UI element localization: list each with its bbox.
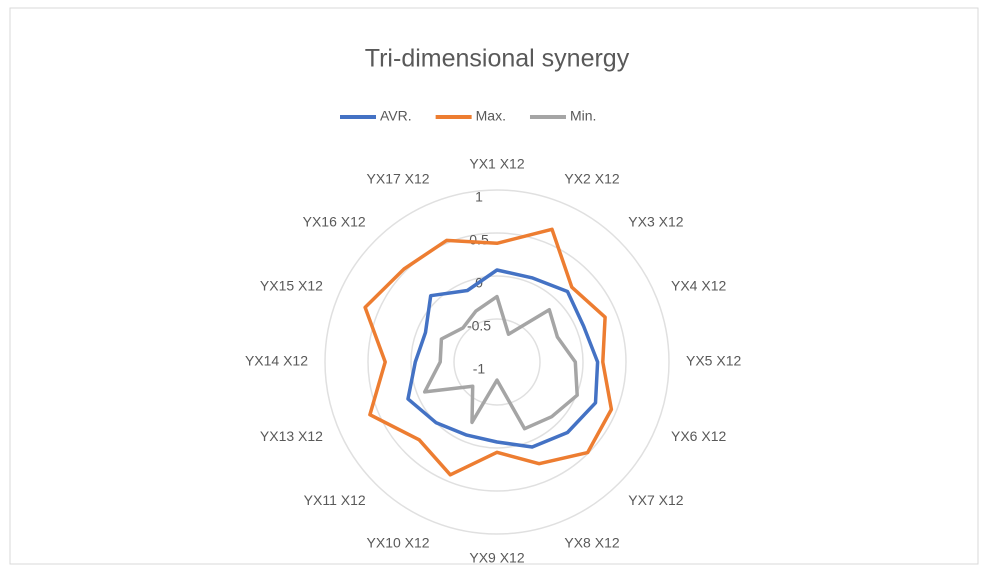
chart-title: Tri-dimensional synergy: [365, 45, 630, 73]
legend-label: AVR.: [380, 108, 412, 124]
category-label: YX4 X12: [671, 277, 726, 293]
r-tick-label: 1: [475, 189, 483, 205]
r-tick-label: -0.5: [467, 318, 491, 334]
category-label: YX6 X12: [671, 428, 726, 444]
legend-label: Min.: [570, 108, 596, 124]
grid-ring: [324, 189, 670, 535]
category-label: YX15 X12: [260, 277, 323, 293]
grid-ring: [367, 232, 627, 492]
r-tick-label: -1: [473, 361, 486, 377]
category-label: YX5 X12: [686, 353, 741, 369]
category-label: YX13 X12: [260, 428, 323, 444]
category-label: YX16 X12: [303, 213, 366, 229]
category-label: YX2 X12: [564, 171, 619, 187]
category-label: YX11 X12: [304, 492, 366, 508]
grid-ring: [453, 318, 541, 406]
grid-ring: [410, 275, 584, 449]
category-label: YX10 X12: [367, 535, 430, 551]
r-tick-label: 0.5: [469, 232, 489, 248]
series-line: [422, 294, 579, 431]
category-label: YX8 X12: [564, 535, 619, 551]
chart-border: [9, 7, 979, 565]
category-label: YX9 X12: [469, 550, 524, 566]
series-line: [406, 268, 600, 449]
category-label: YX3 X12: [628, 213, 683, 229]
category-label: YX14 X12: [245, 353, 308, 369]
legend-label: Max.: [476, 108, 506, 124]
category-label: YX1 X12: [469, 156, 524, 172]
category-label: YX7 X12: [628, 492, 683, 508]
category-label: YX17 X12: [367, 171, 430, 187]
series-line: [363, 227, 614, 477]
